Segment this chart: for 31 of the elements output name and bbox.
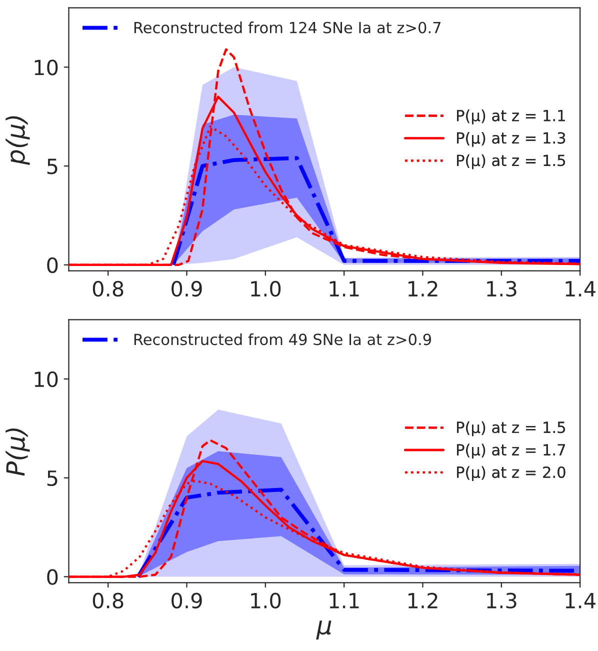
x-tick-label: 1.2 [408, 280, 438, 296]
x-tick-label: 0.8 [92, 280, 124, 297]
y-tick-label: 10 [34, 60, 58, 76]
legend-label: Reconstructed from 124 SNe Ia at z>0.7 [134, 22, 440, 34]
x-tick-label: 1.4 [566, 593, 596, 608]
x-tick-label: 1.4 [566, 281, 596, 296]
x-tick-label: 1.3 [487, 280, 516, 297]
y-axis-title: P(μ) [6, 428, 30, 476]
x-tick-label: 0.9 [172, 280, 202, 297]
y-tick-label: 5 [47, 470, 58, 486]
x-tick-label: 0.8 [92, 592, 124, 608]
x-tick-label: 0.9 [172, 592, 202, 608]
y-tick-label: 10 [34, 371, 58, 388]
x-tick-label: 1.2 [408, 592, 438, 608]
y-axis-title: p(μ) [6, 116, 30, 166]
x-tick-label: 1.0 [251, 280, 281, 297]
legend-label: P(μ) at z = 1.1 [457, 110, 565, 124]
x-tick-label: 1.0 [251, 592, 281, 608]
x-tick-label: 1.1 [330, 281, 359, 296]
legend-label: P(μ) at z = 1.5 [457, 421, 565, 436]
legend-label: P(μ) at z = 1.3 [457, 132, 566, 147]
y-tick-label: 0 [47, 257, 58, 274]
legend-label: P(μ) at z = 1.7 [457, 444, 566, 459]
x-tick-label: 1.3 [487, 592, 516, 608]
y-tick-label: 0 [47, 569, 58, 585]
legend-label: P(μ) at z = 2.0 [457, 466, 566, 481]
legend-label: Reconstructed from 49 SNe Ia at z>0.9 [134, 333, 432, 346]
x-tick-label: 1.1 [330, 593, 359, 608]
y-tick-label: 5 [47, 158, 58, 174]
x-axis-title: μ [316, 620, 332, 640]
legend-label: P(μ) at z = 1.5 [457, 154, 565, 170]
